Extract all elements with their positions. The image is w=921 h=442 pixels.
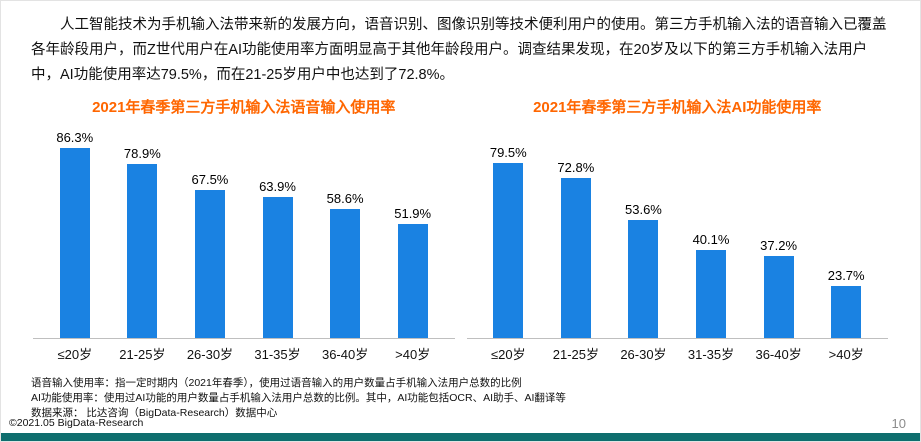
x-axis-label: 31-35岁 [687, 347, 735, 362]
bar-value-label: 23.7% [827, 267, 865, 283]
x-axis-label: ≤20岁 [490, 347, 526, 362]
bar [127, 164, 158, 338]
bar-column: 79.5% [479, 145, 537, 338]
bar [560, 177, 591, 338]
ai-function-usage-chart: 2021年春季第三方手机输入法AI功能使用率 79.5% 72.8% 53.6% 40… [461, 90, 895, 363]
bar-value-label: 79.5% [489, 145, 527, 161]
bar [330, 209, 361, 338]
bar-plot-area: 79.5% 72.8% 53.6% 40.1% 37.2% 23.7% [466, 123, 888, 339]
bar [763, 256, 794, 338]
bar-column: 58.6% [316, 191, 374, 338]
bar [696, 249, 727, 338]
bar-column: 51.9% [384, 206, 442, 338]
x-axis-label: >40岁 [828, 347, 864, 362]
x-axis-label: 36-40岁 [321, 347, 369, 362]
x-axis-label: ≤20岁 [57, 347, 93, 362]
footnote-ai-definition: AI功能使用率：使用过AI功能的用户数量占手机输入法用户总数的比例。其中，AI功… [31, 392, 566, 404]
bar-column: 40.1% [682, 232, 740, 338]
bar-value-label: 51.9% [394, 205, 432, 221]
footnotes: 语音输入使用率：指一定时期内（2021年春季），使用过语音输入的用户数量占手机输… [31, 376, 566, 421]
bar [628, 220, 659, 338]
bar [59, 148, 90, 338]
bar-value-label: 67.5% [191, 171, 229, 187]
footnote-voice-definition: 语音输入使用率：指一定时期内（2021年春季），使用过语音输入的用户数量占手机输… [31, 377, 522, 389]
bar-column: 53.6% [614, 202, 672, 338]
bar-column: 63.9% [249, 179, 307, 338]
bar-column: 23.7% [817, 268, 875, 338]
bar-column: 86.3% [46, 130, 104, 338]
intro-paragraph: 人工智能技术为手机输入法带来新的发展方向，语音识别、图像识别等技术便利用户的使用… [31, 17, 887, 83]
bar-value-label: 72.8% [557, 159, 595, 175]
bar-value-label: 37.2% [760, 238, 798, 254]
bar [493, 163, 524, 338]
x-axis-label: >40岁 [395, 347, 431, 362]
bar [831, 285, 862, 338]
chart-title: 2021年春季第三方手机输入法AI功能使用率 [533, 99, 822, 116]
bar-value-label: 40.1% [692, 231, 730, 247]
page-number: 10 [891, 416, 906, 431]
bar-value-label: 78.9% [123, 146, 161, 162]
x-axis-labels: ≤20岁 21-25岁 26-30岁 31-35岁 36-40岁 >40岁 [33, 339, 455, 363]
bar [397, 223, 428, 338]
x-axis-labels: ≤20岁 21-25岁 26-30岁 31-35岁 36-40岁 >40岁 [467, 339, 889, 363]
x-axis-label: 21-25岁 [552, 347, 599, 362]
x-axis-label: 26-30岁 [620, 347, 667, 362]
chart-title: 2021年春季第三方手机输入法语音输入使用率 [92, 99, 396, 116]
bar-column: 67.5% [181, 171, 239, 338]
x-axis-label: 26-30岁 [186, 347, 234, 362]
x-axis-label: 21-25岁 [119, 347, 166, 362]
x-axis-label: 31-35岁 [254, 347, 301, 362]
footer-accent-bar [1, 433, 920, 441]
bar-plot-area: 86.3% 78.9% 67.5% 63.9% 58.6% 51.9% [33, 123, 455, 339]
bar [194, 189, 225, 338]
voice-input-usage-chart: 2021年春季第三方手机输入法语音输入使用率 86.3% 78.9% 67.5% 63… [27, 90, 461, 363]
copyright-text: ©2021.05 BigData-Research [9, 417, 144, 429]
charts-row: 2021年春季第三方手机输入法语音输入使用率 86.3% 78.9% 67.5% 63… [1, 90, 920, 363]
bar-column: 37.2% [750, 238, 808, 338]
bar-column: 72.8% [547, 160, 605, 338]
bar-value-label: 86.3% [56, 130, 94, 146]
bar-value-label: 58.6% [326, 191, 364, 207]
footnote-data-source: 数据来源： 比达咨询（BigData-Research）数据中心 [31, 407, 278, 419]
x-axis-label: 36-40岁 [755, 347, 802, 362]
bar [262, 197, 293, 338]
bar-column: 78.9% [113, 146, 171, 338]
bar-value-label: 53.6% [625, 202, 662, 218]
bar-value-label: 63.9% [259, 179, 296, 195]
